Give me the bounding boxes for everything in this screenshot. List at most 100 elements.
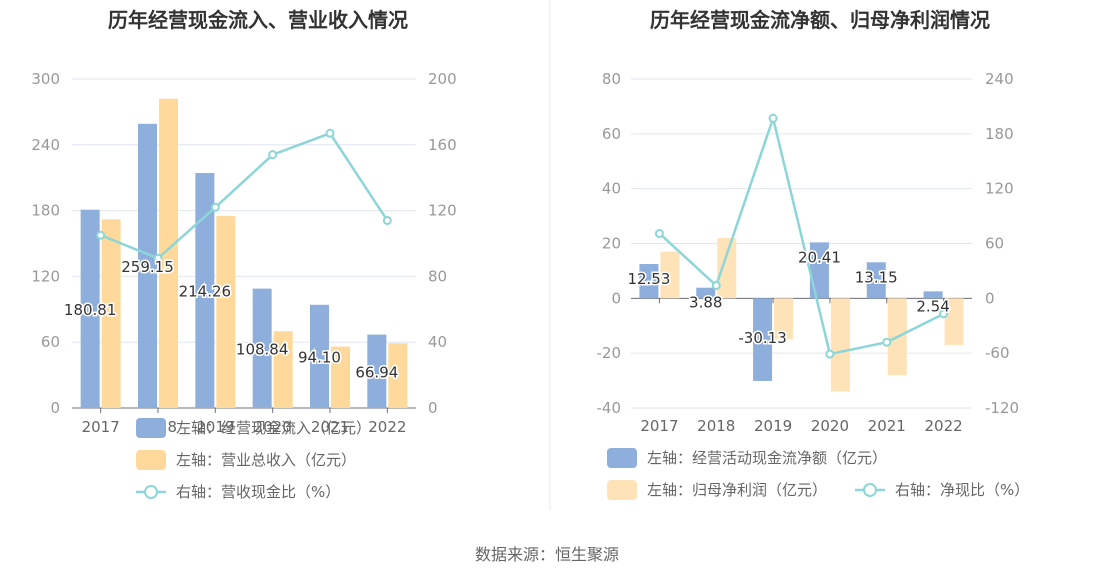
y-tick-right: 120 — [428, 202, 457, 220]
ratio-point[interactable] — [882, 337, 892, 347]
y-tick-left: 0 — [611, 289, 621, 307]
data-label: 12.53 — [627, 270, 670, 288]
bar-primary[interactable] — [753, 298, 773, 381]
bar-secondary[interactable] — [216, 216, 236, 408]
data-label: -30.13 — [738, 329, 786, 347]
chart-title: 历年经营现金流净额、归母净利润情况 — [650, 8, 990, 32]
bar-primary[interactable] — [195, 173, 215, 408]
data-label: 108.84 — [236, 340, 289, 358]
legend-swatch — [136, 450, 166, 470]
bar-primary[interactable] — [696, 287, 716, 299]
bar-secondary[interactable] — [273, 331, 293, 408]
data-label: 2.54 — [916, 297, 949, 315]
bar-secondary[interactable] — [159, 98, 178, 409]
x-tick-label: 2020 — [254, 418, 292, 436]
y-tick-right: -120 — [985, 399, 1019, 417]
bar-secondary[interactable] — [660, 251, 680, 299]
bar-secondary[interactable] — [944, 298, 964, 345]
y-tick-right: 0 — [985, 289, 995, 307]
bar-primary[interactable] — [866, 262, 886, 299]
ratio-point[interactable] — [96, 230, 106, 240]
bar-primary[interactable] — [809, 242, 829, 299]
ratio-point[interactable] — [711, 281, 721, 291]
bar-secondary[interactable] — [331, 346, 350, 408]
y-tick-right: 180 — [985, 125, 1014, 143]
ratio-point[interactable] — [939, 309, 949, 319]
bar-secondary[interactable] — [717, 238, 737, 299]
x-tick-label: 2022 — [924, 417, 962, 435]
bar-primary[interactable] — [367, 334, 387, 408]
ratio-point[interactable] — [768, 113, 778, 123]
y-tick-right: 40 — [428, 333, 447, 351]
bar-primary[interactable] — [80, 209, 100, 408]
y-tick-right: 0 — [428, 399, 438, 417]
x-tick-label: 2017 — [82, 418, 120, 436]
legend-label: 左轴：营业总收入（亿元） — [176, 451, 356, 469]
bar-primary[interactable] — [639, 263, 659, 299]
x-tick-label: 2019 — [754, 417, 792, 435]
x-tick-label: 2019 — [196, 418, 234, 436]
legend-label: 左轴：经营活动现金流净额（亿元） — [647, 449, 887, 467]
y-tick-left: 180 — [31, 202, 60, 220]
legend-swatch — [136, 418, 166, 438]
ratio-point[interactable] — [153, 253, 163, 263]
data-label: 3.88 — [689, 294, 722, 312]
y-tick-left: 80 — [602, 70, 621, 88]
x-tick-label: 2018 — [697, 417, 735, 435]
y-tick-left: 20 — [602, 235, 621, 253]
bar-secondary[interactable] — [388, 343, 408, 408]
legend-item[interactable]: 右轴：净现比（%） — [855, 481, 1029, 499]
y-tick-left: 120 — [31, 267, 60, 285]
ratio-point[interactable] — [268, 150, 278, 160]
y-tick-right: -60 — [985, 344, 1010, 362]
ratio-point[interactable] — [325, 128, 335, 138]
legend-marker — [144, 485, 158, 499]
data-label: 94.10 — [298, 348, 341, 366]
bar-primary[interactable] — [923, 291, 943, 299]
y-tick-right: 240 — [985, 70, 1014, 88]
legend-label: 左轴：经营现金流入（亿元） — [176, 419, 371, 437]
x-tick-label: 2020 — [811, 417, 849, 435]
y-tick-right: 60 — [985, 235, 1004, 253]
legend-label: 右轴：营收现金比（%） — [176, 483, 340, 501]
bar-secondary[interactable] — [101, 219, 121, 408]
y-tick-right: 120 — [985, 180, 1014, 198]
legend-item[interactable]: 左轴：营业总收入（亿元） — [136, 450, 356, 470]
x-tick-label: 2021 — [868, 417, 906, 435]
data-label: 259.15 — [121, 258, 174, 276]
y-tick-left: 240 — [31, 136, 60, 154]
x-tick-label: 2022 — [368, 418, 406, 436]
ratio-line — [100, 131, 389, 260]
y-tick-left: -40 — [597, 399, 622, 417]
chart-panel-1: 历年经营现金流入、营业收入情况 0 0 60 40 120 80 180 120 240 160 30… — [31, 8, 456, 501]
legend-label: 右轴：净现比（%） — [895, 481, 1029, 499]
ratio-point[interactable] — [825, 349, 835, 359]
y-tick-left: 40 — [602, 180, 621, 198]
bar-secondary[interactable] — [774, 298, 794, 340]
data-label: 214.26 — [179, 283, 232, 301]
bar-primary[interactable] — [252, 288, 272, 408]
data-label: 13.15 — [855, 268, 898, 286]
bar-primary[interactable] — [138, 123, 157, 409]
y-tick-right: 80 — [428, 267, 447, 285]
y-tick-left: 60 — [602, 125, 621, 143]
source-note: 数据来源：恒生聚源 — [475, 545, 619, 564]
ratio-point[interactable] — [654, 228, 664, 238]
y-tick-left: 0 — [50, 399, 60, 417]
legend-item[interactable]: 左轴：归母净利润（亿元） — [607, 480, 827, 500]
chart-title: 历年经营现金流入、营业收入情况 — [108, 8, 408, 32]
legend-item[interactable]: 左轴：经营现金流入（亿元） — [136, 418, 371, 438]
data-label: 66.94 — [355, 363, 398, 381]
y-tick-right: 160 — [428, 136, 457, 154]
bar-secondary[interactable] — [830, 298, 850, 392]
ratio-point[interactable] — [382, 215, 392, 225]
bar-primary[interactable] — [310, 304, 329, 408]
legend-item[interactable]: 右轴：营收现金比（%） — [136, 483, 340, 501]
ratio-point[interactable] — [210, 202, 220, 212]
legend-marker — [863, 483, 877, 497]
x-tick-label: 2017 — [640, 417, 678, 435]
data-label: 180.81 — [64, 301, 117, 319]
data-label: 20.41 — [798, 248, 841, 266]
legend-item[interactable]: 左轴：经营活动现金流净额（亿元） — [607, 448, 887, 468]
